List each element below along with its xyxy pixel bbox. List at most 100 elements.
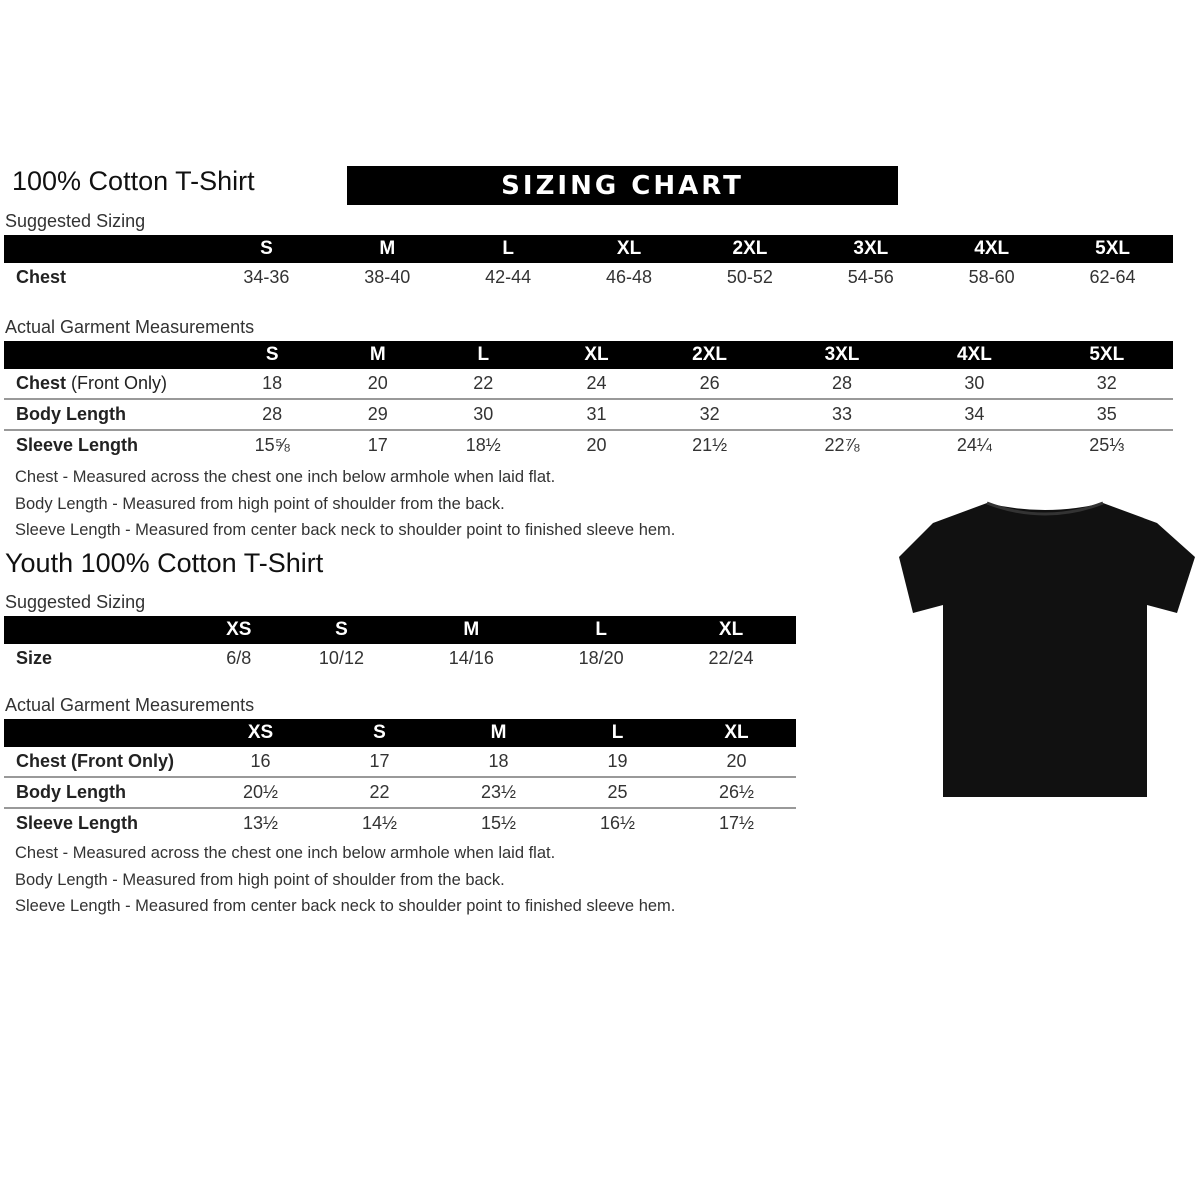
size-header-row: XS S M L XL: [4, 616, 796, 644]
table-cell: 38-40: [364, 267, 411, 287]
size-header-row: S M L XL 2XL 3XL 4XL 5XL: [4, 235, 1173, 263]
table-row: Size 6/8 10/12 14/16 18/20 22/24: [4, 644, 796, 673]
size-header: L: [558, 719, 677, 747]
table-cell: 20: [677, 747, 796, 778]
size-header: M: [326, 235, 448, 263]
size-header-row: S M L XL 2XL 3XL 4XL 5XL: [4, 341, 1173, 369]
size-header: XL: [549, 341, 644, 369]
size-header: 4XL: [908, 341, 1041, 369]
table-cell: 14½: [361, 813, 398, 833]
size-header: S: [206, 235, 327, 263]
table-row: Chest (Front Only) 16 17 18 19 20: [4, 747, 796, 778]
table-cell: 23½: [439, 777, 558, 809]
size-header: 5XL: [1040, 341, 1173, 369]
youth-suggested-label: Suggested Sizing: [5, 592, 146, 612]
table-cell: 19: [558, 747, 677, 778]
table-cell: 25⅓: [1089, 435, 1125, 455]
size-header: S: [276, 616, 407, 644]
note: Sleeve Length - Measured from center bac…: [15, 897, 676, 915]
table-row: Body Length 28 29 30 31 32 33 34 35: [4, 399, 1173, 431]
table-cell: 29: [338, 399, 418, 431]
size-header: 3XL: [810, 235, 932, 263]
youth-actual-label: Actual Garment Measurements: [5, 695, 255, 715]
table-cell: 18½: [465, 435, 501, 455]
table-cell: 20: [338, 369, 418, 400]
table-cell: 22/24: [708, 648, 754, 668]
size-header: M: [439, 719, 558, 747]
row-label: Body Length: [4, 777, 201, 809]
table-cell: 33: [775, 399, 909, 431]
row-label: Body Length: [4, 399, 206, 431]
size-header: M: [338, 341, 418, 369]
table-row: Sleeve Length 13½ 14½ 15½ 16½ 17½: [4, 808, 796, 838]
size-header: XL: [568, 235, 690, 263]
size-header: 3XL: [775, 341, 909, 369]
size-header: 2XL: [689, 235, 811, 263]
size-header: L: [536, 616, 667, 644]
table-cell: 30: [908, 369, 1041, 400]
table-cell: 15½: [480, 813, 517, 833]
adult-suggested-table: S M L XL 2XL 3XL 4XL 5XL Chest 34-36 38-40 42-44 46-…: [4, 235, 1173, 292]
size-header: M: [406, 616, 537, 644]
table-cell: 42-44: [485, 267, 532, 287]
size-header: 5XL: [1052, 235, 1173, 263]
note: Chest - Measured across the chest one in…: [15, 468, 556, 486]
note: Chest - Measured across the chest one in…: [15, 844, 556, 862]
row-label: Sleeve Length: [16, 435, 139, 455]
table-cell: 34: [908, 399, 1041, 431]
table-cell: 20: [586, 435, 607, 455]
table-cell: 50-52: [726, 267, 773, 287]
youth-notes: Chest - Measured across the chest one in…: [15, 840, 675, 920]
table-row: Body Length 20½ 22 23½ 25 26½: [4, 777, 796, 809]
tshirt-image: [899, 501, 1195, 797]
table-cell: 18/20: [578, 648, 624, 668]
row-label: Chest: [16, 267, 67, 287]
table-cell: 30: [417, 399, 550, 431]
adult-suggested-label: Suggested Sizing: [5, 211, 146, 231]
table-cell: 22: [320, 777, 439, 809]
table-cell: 26: [643, 369, 776, 400]
table-cell: 35: [1040, 399, 1173, 431]
youth-actual-table: XS S M L XL Chest (Front Only) 16 17 18 19 20 Body …: [4, 719, 796, 838]
table-row: Chest 34-36 38-40 42-44 46-48 50-52 54-56 58-60…: [4, 263, 1173, 292]
table-cell: 17: [367, 435, 388, 455]
size-header: S: [320, 719, 439, 747]
table-cell: 13½: [242, 813, 279, 833]
table-cell: 58-60: [968, 267, 1015, 287]
table-cell: 34-36: [243, 267, 290, 287]
table-cell: 22: [417, 369, 550, 400]
table-cell: 28: [775, 369, 909, 400]
table-cell: 26½: [677, 777, 796, 809]
size-header: L: [417, 341, 550, 369]
row-label: Sleeve Length: [16, 813, 139, 833]
adult-actual-label: Actual Garment Measurements: [5, 317, 255, 337]
table-cell: 54-56: [847, 267, 894, 287]
note: Body Length - Measured from high point o…: [15, 494, 505, 513]
size-header: XS: [201, 719, 320, 747]
sizing-chart-banner: SIZING CHART: [347, 166, 898, 205]
table-cell: 20½: [201, 777, 320, 809]
table-cell: 31: [549, 399, 644, 431]
table-cell: 25: [558, 777, 677, 809]
table-cell: 17: [320, 747, 439, 778]
table-cell: 15⅝: [254, 435, 290, 455]
youth-title: Youth 100% Cotton T-Shirt: [5, 548, 324, 578]
table-cell: 16½: [599, 813, 636, 833]
size-header: S: [206, 341, 339, 369]
adult-notes: Chest - Measured across the chest one in…: [15, 464, 675, 544]
youth-suggested-table: XS S M L XL Size 6/8 10/12 14/16 18/20 22/24: [4, 616, 796, 673]
table-cell: 62-64: [1089, 267, 1136, 287]
size-header: L: [447, 235, 569, 263]
table-cell: 32: [643, 399, 776, 431]
table-cell: 21½: [692, 435, 728, 455]
size-header: XS: [201, 616, 277, 644]
table-cell: 46-48: [606, 267, 653, 287]
row-label: Chest (Front Only): [4, 747, 201, 778]
size-header: 4XL: [931, 235, 1053, 263]
adult-title: 100% Cotton T-Shirt: [12, 166, 255, 196]
row-label: Chest (Front Only): [4, 369, 206, 400]
table-row: Chest (Front Only) 18 20 22 24 26 28 30 32: [4, 369, 1173, 400]
table-cell: 28: [206, 399, 339, 431]
size-header: XL: [666, 616, 796, 644]
